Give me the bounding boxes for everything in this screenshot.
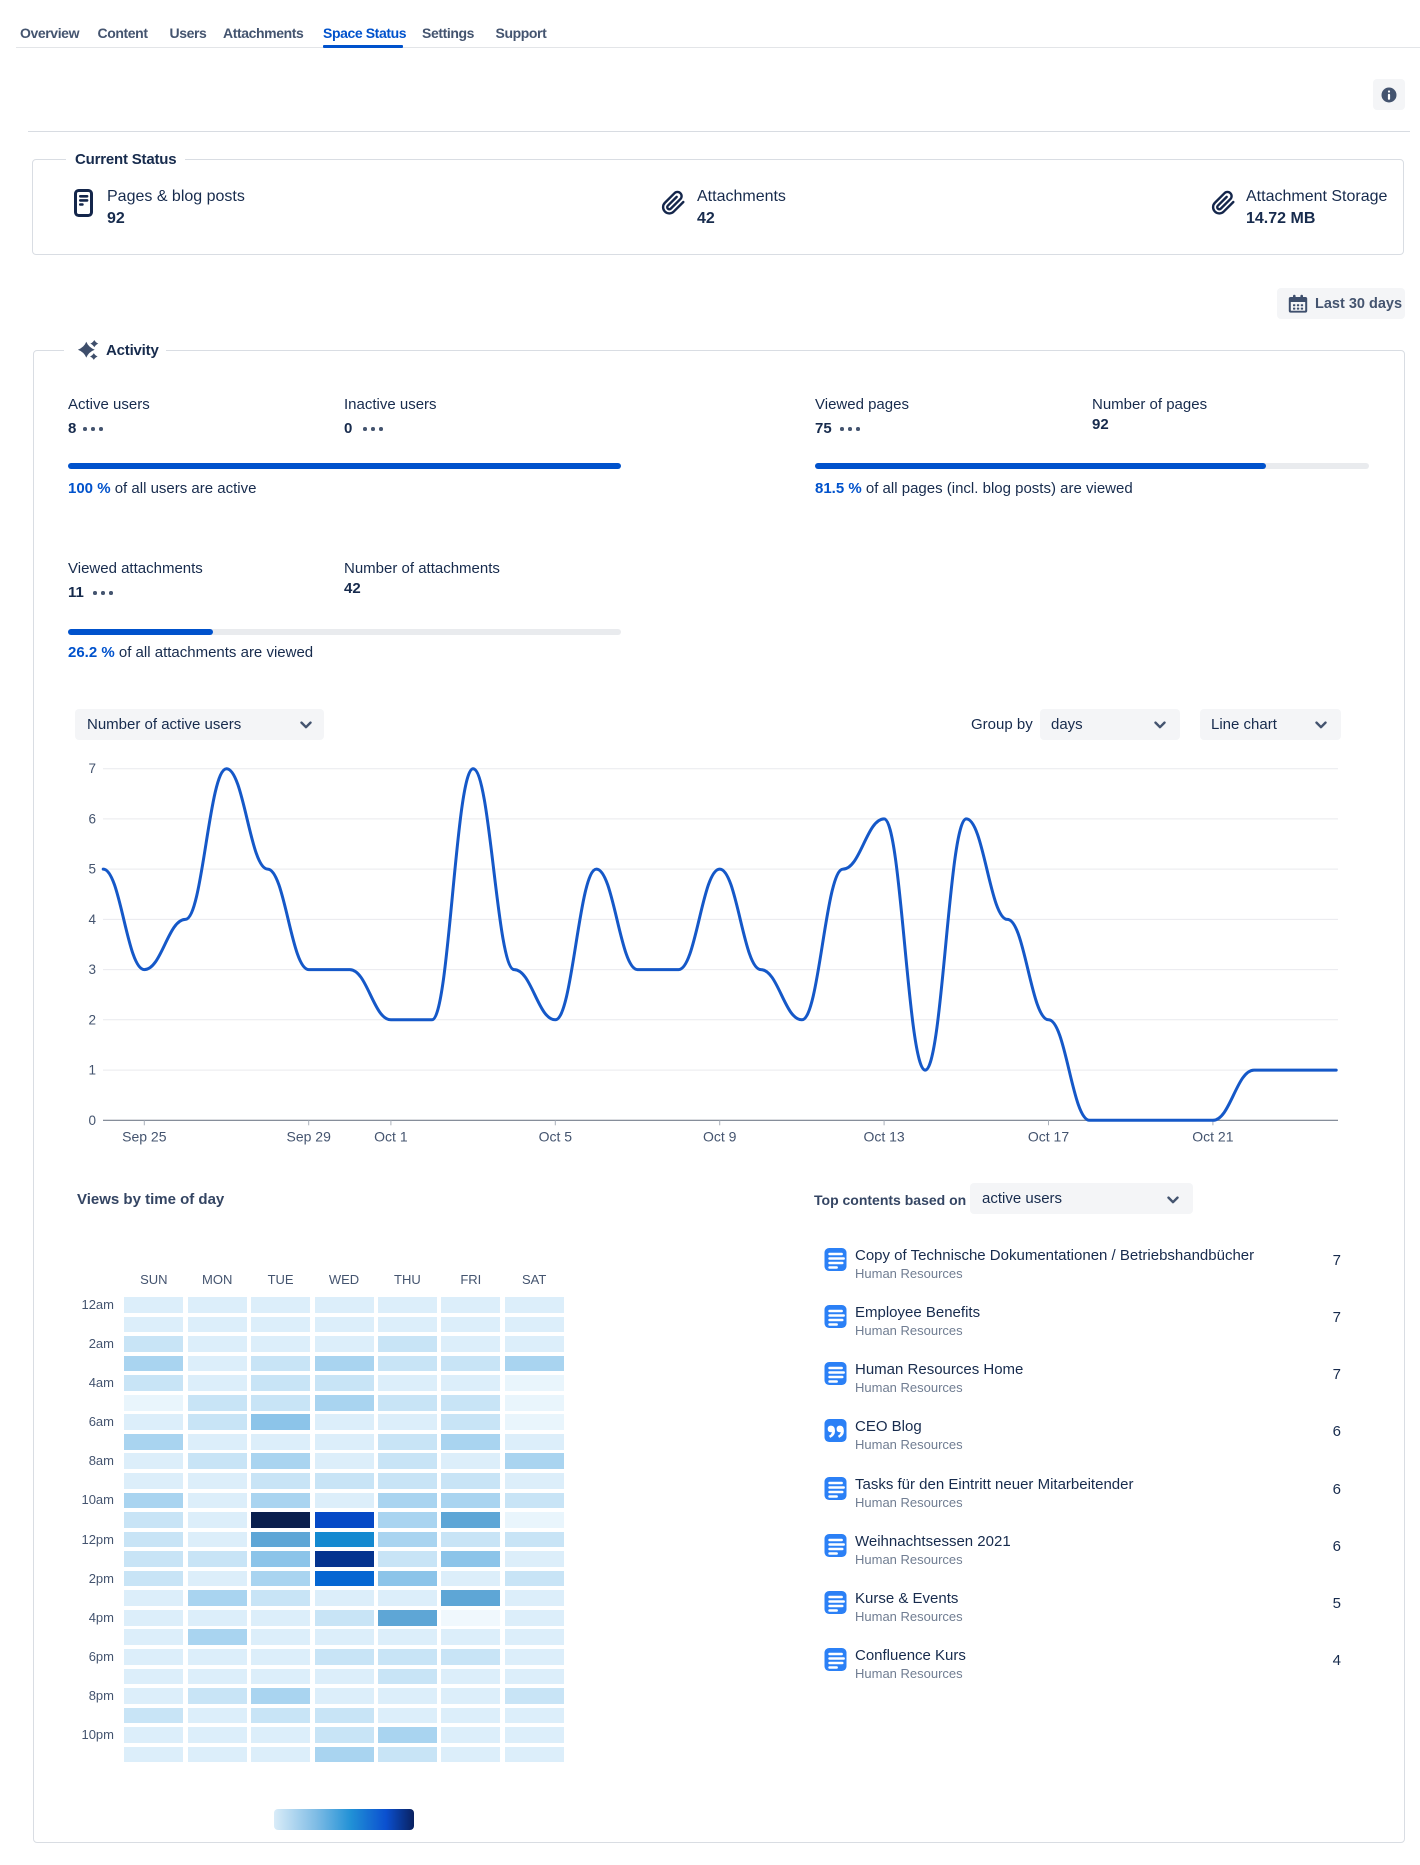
svg-text:5: 5 <box>88 862 96 877</box>
svg-text:Oct 5: Oct 5 <box>539 1128 573 1144</box>
svg-text:4: 4 <box>88 912 96 927</box>
svg-text:7: 7 <box>88 761 96 776</box>
svg-text:0: 0 <box>88 1113 96 1128</box>
svg-text:Sep 29: Sep 29 <box>287 1128 332 1144</box>
svg-text:Oct 17: Oct 17 <box>1028 1128 1069 1144</box>
svg-text:Oct 13: Oct 13 <box>863 1128 904 1144</box>
svg-text:Sep 25: Sep 25 <box>122 1128 167 1144</box>
svg-text:6: 6 <box>88 811 96 826</box>
svg-text:Oct 1: Oct 1 <box>374 1128 408 1144</box>
svg-text:1: 1 <box>88 1063 96 1078</box>
svg-text:2: 2 <box>88 1012 96 1027</box>
svg-text:Oct 9: Oct 9 <box>703 1128 737 1144</box>
svg-text:Oct 21: Oct 21 <box>1192 1128 1233 1144</box>
svg-text:3: 3 <box>88 962 96 977</box>
